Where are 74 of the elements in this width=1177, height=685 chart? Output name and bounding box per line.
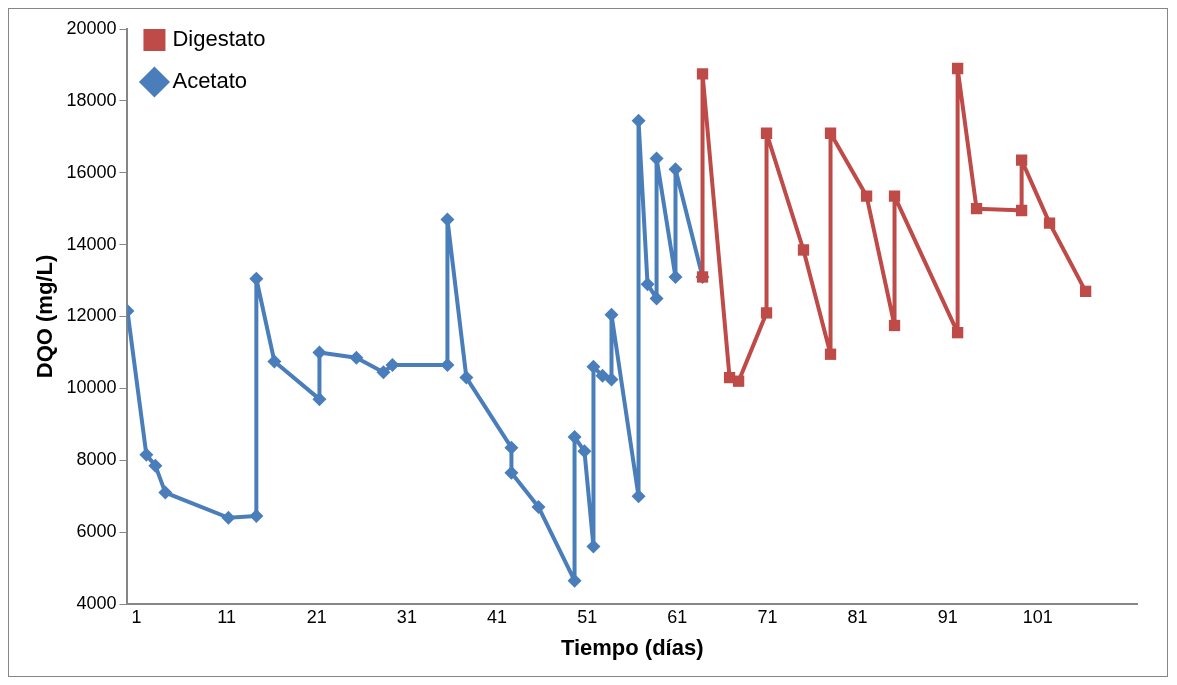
point xyxy=(577,444,592,459)
point xyxy=(586,539,601,554)
point xyxy=(349,350,364,365)
point xyxy=(760,307,773,319)
point xyxy=(760,127,773,139)
x-tick-label: 31 xyxy=(396,606,417,627)
point xyxy=(970,203,983,215)
y-tick-label: 14000 xyxy=(66,233,117,254)
point xyxy=(732,375,745,387)
y-tick-label: 10000 xyxy=(66,377,117,398)
y-tick-label: 8000 xyxy=(76,449,117,470)
point xyxy=(888,190,901,202)
point xyxy=(148,458,163,473)
point xyxy=(586,359,601,374)
point xyxy=(221,510,236,525)
point xyxy=(824,348,837,360)
point xyxy=(824,127,837,139)
point xyxy=(1043,217,1056,229)
point xyxy=(249,508,264,523)
point xyxy=(385,358,400,373)
y-tick-label: 4000 xyxy=(76,592,117,613)
point xyxy=(604,372,619,387)
point xyxy=(649,291,664,306)
point xyxy=(860,190,873,202)
x-tick-label: 51 xyxy=(577,606,598,627)
point xyxy=(1015,204,1028,217)
point xyxy=(668,162,683,177)
y-tick-label: 20000 xyxy=(66,17,117,38)
y-tick-label: 6000 xyxy=(76,521,117,542)
point xyxy=(504,465,519,480)
point xyxy=(631,113,646,128)
point xyxy=(504,440,519,455)
x-axis-title: Tiempo (días) xyxy=(560,634,704,660)
point xyxy=(631,489,646,504)
legend-label: Digestato xyxy=(172,26,266,52)
x-tick-label: 21 xyxy=(306,606,327,627)
point xyxy=(696,68,709,80)
point xyxy=(249,271,264,286)
point xyxy=(158,485,173,500)
x-tick-label: 101 xyxy=(1022,606,1053,627)
point xyxy=(668,269,683,284)
point xyxy=(797,244,810,256)
point xyxy=(440,358,455,373)
point xyxy=(888,319,901,332)
point xyxy=(649,151,664,166)
x-tick-label: 71 xyxy=(757,606,778,627)
point xyxy=(567,429,582,444)
point xyxy=(1079,285,1092,297)
point xyxy=(531,499,546,514)
y-axis-title: DQO (mg/L) xyxy=(32,254,58,379)
point xyxy=(440,212,455,227)
y-tick-label: 16000 xyxy=(66,161,117,182)
point xyxy=(604,307,619,322)
point xyxy=(640,277,655,292)
point xyxy=(951,327,964,339)
x-tick-label: 81 xyxy=(847,606,868,627)
x-tick-label: 1 xyxy=(131,606,142,627)
point xyxy=(139,447,154,462)
x-tick-label: 61 xyxy=(667,606,688,627)
legend-label: Acetato xyxy=(172,68,248,94)
point xyxy=(595,368,610,383)
x-tick-label: 41 xyxy=(487,606,508,627)
y-tick-label: 18000 xyxy=(66,89,117,110)
point xyxy=(376,365,391,380)
point xyxy=(459,370,474,385)
point xyxy=(951,62,964,75)
point xyxy=(567,573,582,588)
x-tick-label: 91 xyxy=(937,606,958,627)
point xyxy=(312,345,327,360)
point xyxy=(1015,154,1028,166)
y-tick-label: 12000 xyxy=(66,305,117,326)
point xyxy=(312,392,327,407)
x-tick-label: 11 xyxy=(217,606,236,627)
point xyxy=(267,354,282,369)
